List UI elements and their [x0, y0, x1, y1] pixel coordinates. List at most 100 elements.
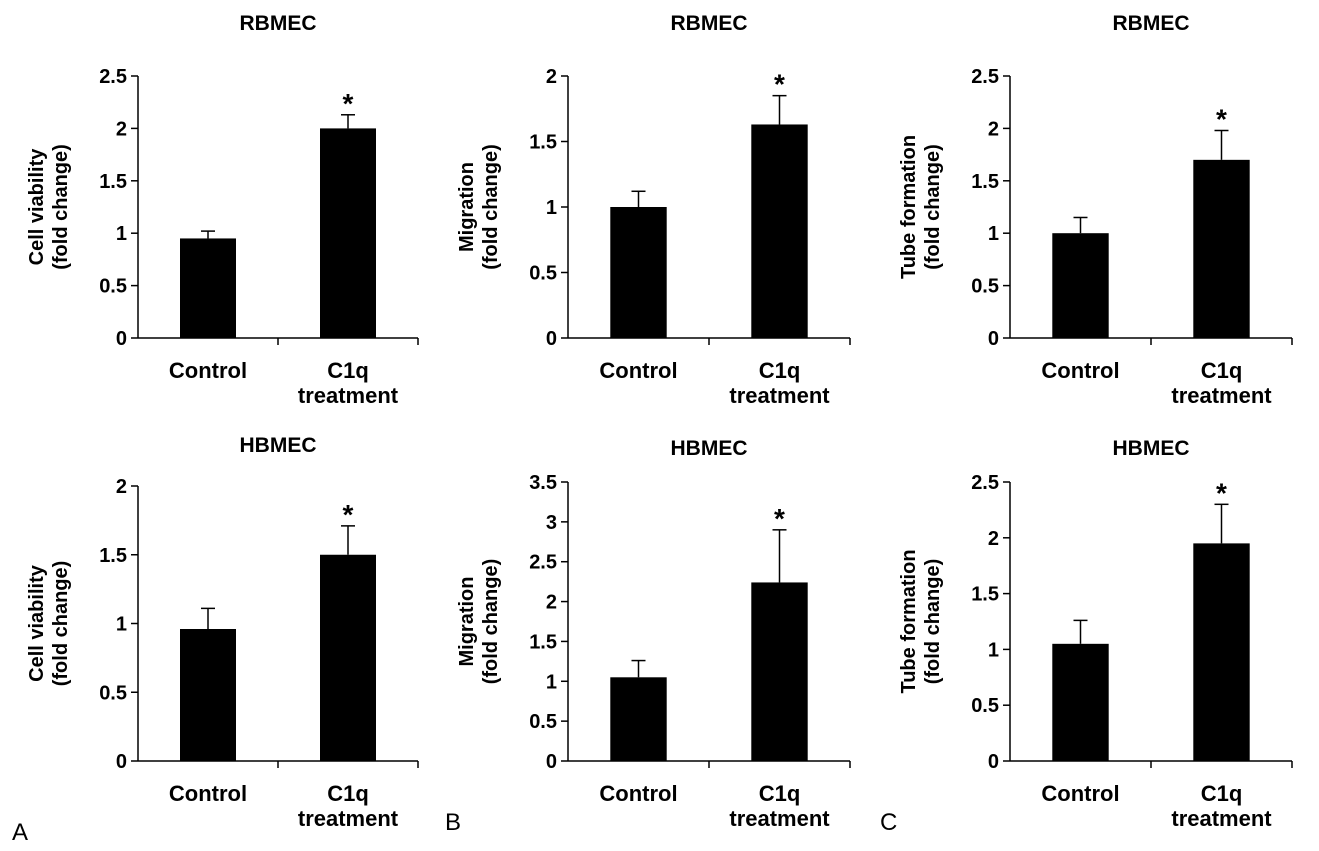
y-axis-label-line: (fold change) [480, 144, 502, 270]
category-label-line: C1q [1201, 358, 1243, 383]
category-label-line: C1q [327, 358, 369, 383]
category-label: C1q treatment [1171, 781, 1272, 831]
y-axis-label-line: Tube formation [898, 135, 920, 279]
y-tick-label: 3.5 [529, 472, 557, 494]
y-tick-label: 2 [988, 528, 999, 550]
y-tick-label: 0.5 [529, 263, 557, 285]
y-axis-label-line: Migration [456, 162, 478, 252]
y-tick-label: 1.5 [971, 584, 999, 606]
y-tick-label: 2 [546, 592, 557, 614]
category-label: Control [599, 358, 677, 383]
y-tick-label: 2 [988, 118, 999, 140]
y-tick-label: 0 [546, 751, 557, 773]
y-axis-label-line: (fold change) [922, 144, 944, 270]
chart-rbmec-migration: RBMEC 0 0.5 1 1.5 2 Migration (fold change) Cont… [456, 12, 851, 408]
y-tick-label: 2 [116, 118, 127, 140]
y-tick-label: 2.5 [99, 66, 127, 88]
y-tick-label: 1 [116, 223, 127, 245]
y-axis-label: Cell viability (fold change) [26, 561, 72, 687]
category-label-line: Control [599, 781, 677, 806]
y-tick-label: 2.5 [529, 552, 557, 574]
significance-marker: * [343, 499, 354, 530]
y-tick-label: 1.5 [529, 631, 557, 653]
y-tick-label: 0.5 [99, 276, 127, 298]
y-axis-label: Tube formation (fold change) [898, 135, 944, 279]
bar [751, 124, 808, 338]
y-tick-label: 3 [546, 512, 557, 534]
y-tick-label: 1.5 [99, 171, 127, 193]
y-tick-label: 2.5 [971, 66, 999, 88]
category-label-line: Control [599, 358, 677, 383]
y-tick-label: 1 [116, 614, 127, 636]
bar [610, 207, 667, 338]
chart-hbmec-migration: HBMEC 0 0.5 1 1.5 2 2.5 3 3.5 Migration (fold chan… [456, 437, 851, 831]
bar [180, 629, 236, 761]
category-label-line: C1q [759, 358, 801, 383]
category-label-line: Control [169, 358, 247, 383]
bar [1052, 643, 1109, 761]
significance-marker: * [1216, 477, 1227, 508]
y-tick-label: 1 [988, 223, 999, 245]
category-label: Control [169, 781, 247, 806]
category-label-line: C1q [1201, 781, 1243, 806]
bar [320, 128, 376, 338]
category-label: Control [1041, 781, 1119, 806]
y-axis-label-line: Cell viability [26, 564, 48, 682]
y-tick-label: 2 [116, 476, 127, 498]
y-tick-label: 0.5 [971, 276, 999, 298]
bar [320, 554, 376, 761]
significance-marker: * [1216, 103, 1227, 134]
y-axis-label-line: (fold change) [922, 559, 944, 685]
category-label: Control [169, 358, 247, 383]
category-label-line: treatment [1171, 383, 1272, 408]
panel-label-c: C [880, 809, 897, 836]
chart-hbmec-viability: HBMEC 0 0.5 1 1.5 2 Cell viability (fold change… [26, 434, 419, 831]
y-axis-label: Migration (fold change) [456, 144, 502, 270]
bar [180, 238, 236, 338]
category-label-line: treatment [298, 806, 399, 831]
chart-title: HBMEC [240, 434, 317, 457]
category-label-line: Control [1041, 358, 1119, 383]
y-tick-label: 0.5 [99, 682, 127, 704]
category-label: C1q treatment [298, 781, 399, 831]
chart-title: HBMEC [1113, 437, 1190, 460]
y-tick-label: 1 [546, 671, 557, 693]
chart-title: RBMEC [1113, 12, 1190, 35]
category-label-line: treatment [729, 383, 830, 408]
y-axis-label-line: Cell viability [26, 148, 48, 266]
chart-rbmec-viability: RBMEC 0 0.5 1 1.5 2 2.5 Cell viability (fold cha… [26, 12, 419, 408]
y-axis-label-line: (fold change) [50, 144, 72, 270]
significance-marker: * [343, 88, 354, 119]
panel-label-b: B [445, 809, 461, 836]
y-axis-label-line: (fold change) [480, 559, 502, 685]
bar [1193, 543, 1250, 761]
y-tick-label: 1.5 [971, 171, 999, 193]
category-label-line: treatment [1171, 806, 1272, 831]
y-axis-label: Tube formation (fold change) [898, 549, 944, 693]
y-tick-label: 2.5 [971, 472, 999, 494]
category-label: Control [599, 781, 677, 806]
y-tick-label: 0 [988, 751, 999, 773]
y-tick-label: 0 [546, 328, 557, 350]
category-label-line: C1q [759, 781, 801, 806]
bar [751, 582, 808, 761]
category-label: Control [1041, 358, 1119, 383]
y-tick-label: 1 [988, 639, 999, 661]
category-label-line: treatment [729, 806, 830, 831]
bar [1193, 159, 1250, 338]
y-tick-label: 0.5 [529, 711, 557, 733]
y-axis-label: Cell viability (fold change) [26, 144, 72, 270]
y-axis-label: Migration (fold change) [456, 559, 502, 685]
bar [610, 677, 667, 761]
y-tick-label: 1.5 [529, 132, 557, 154]
category-label: C1q treatment [1171, 358, 1272, 408]
category-label: C1q treatment [729, 781, 830, 831]
y-tick-label: 0 [988, 328, 999, 350]
significance-marker: * [774, 69, 785, 100]
chart-title: HBMEC [671, 437, 748, 460]
y-axis-label-line: (fold change) [50, 561, 72, 687]
y-tick-label: 0 [116, 751, 127, 773]
category-label-line: Control [169, 781, 247, 806]
y-tick-label: 1 [546, 197, 557, 219]
